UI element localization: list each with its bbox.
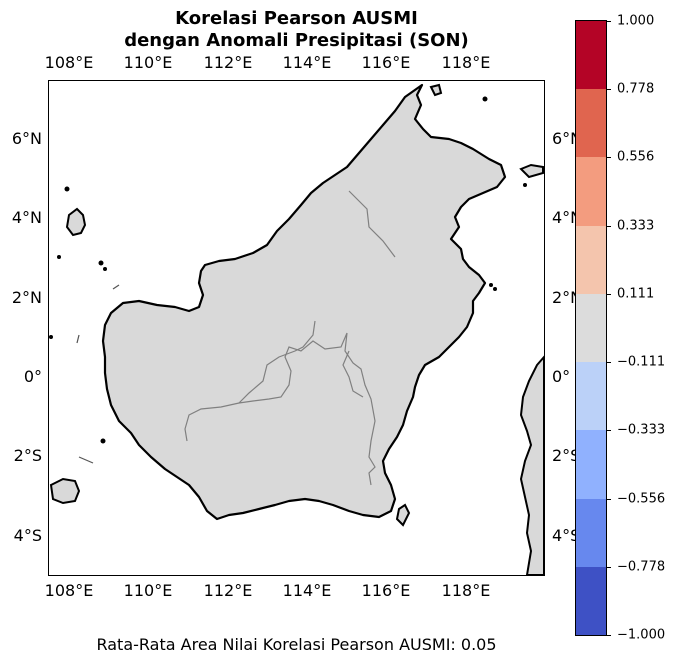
colorbar-tick-label: −0.333 — [617, 422, 666, 438]
lon-tick-top-116: 116°E — [361, 53, 411, 72]
colorbar-segment — [576, 566, 606, 636]
lat-tick-left-2n: 2°N — [11, 288, 42, 307]
islet — [49, 335, 53, 339]
colorbar-segment — [576, 225, 606, 295]
lat-tick-right-0: 0° — [552, 367, 571, 386]
lon-tick-top-110: 110°E — [123, 53, 173, 72]
lat-tick-right-4n: 4°N — [552, 208, 583, 227]
colorbar-tick — [606, 157, 611, 159]
colorbar-tick-label: 1.000 — [617, 13, 655, 29]
colorbar-segment — [576, 430, 606, 500]
islet-strip — [78, 456, 94, 464]
lat-tick-right-2n: 2°N — [552, 288, 583, 307]
colorbar-segment — [576, 293, 606, 363]
colorbar-tick-label: −0.778 — [617, 559, 666, 575]
area-mean-caption: Rata-Rata Area Nilai Korelasi Pearson AU… — [96, 635, 497, 654]
title-line-1: Korelasi Pearson AUSMI — [175, 8, 418, 29]
lon-tick-bottom-114: 114°E — [282, 581, 332, 600]
border-line — [184, 332, 376, 486]
island-natuna — [65, 207, 87, 237]
lat-tick-right-4s: 4°S — [552, 526, 581, 545]
colorbar-tick — [606, 362, 611, 364]
island-banggi — [429, 83, 443, 97]
title-line-2: dengan Anomali Presipitasi (SON) — [124, 30, 469, 51]
lat-tick-left-0: 0° — [23, 367, 42, 386]
islet — [482, 96, 488, 102]
colorbar-tick-label: −0.556 — [617, 491, 666, 507]
islet — [489, 283, 493, 287]
chart-title: Korelasi Pearson AUSMI dengan Anomali Pr… — [48, 8, 545, 52]
map-panel — [48, 80, 545, 576]
colorbar — [575, 20, 607, 636]
colorbar-tick-label: 0.778 — [617, 81, 655, 97]
lon-tick-top-108: 108°E — [44, 53, 94, 72]
islet-strip — [76, 334, 80, 344]
lat-tick-left-6n: 6°N — [11, 129, 42, 148]
border-line-east — [342, 350, 364, 398]
lon-tick-bottom-118: 118°E — [441, 581, 491, 600]
island-belitung — [49, 477, 81, 505]
lat-tick-left-4n: 4°N — [11, 208, 42, 227]
islet — [98, 260, 104, 266]
islet-strip — [112, 284, 120, 290]
colorbar-segment — [576, 21, 606, 90]
colorbar-tick — [606, 430, 611, 432]
islet — [57, 255, 61, 259]
colorbar-tick — [606, 498, 611, 500]
colorbar-tick — [606, 566, 611, 568]
lon-tick-top-112: 112°E — [203, 53, 253, 72]
border-line-north — [238, 320, 316, 404]
lat-tick-right-6n: 6°N — [552, 129, 583, 148]
islet — [523, 183, 527, 187]
colorbar-tick — [606, 21, 611, 22]
lat-tick-left-4s: 4°S — [13, 526, 42, 545]
colorbar-segment — [576, 498, 606, 568]
lat-tick-left-2s: 2°S — [13, 446, 42, 465]
lat-tick-right-2s: 2°S — [552, 446, 581, 465]
colorbar-tick-label: −0.111 — [617, 354, 666, 370]
lon-tick-bottom-110: 110°E — [123, 581, 173, 600]
colorbar-tick-label: 0.111 — [617, 286, 655, 302]
island-laut — [395, 503, 411, 527]
lon-tick-bottom-112: 112°E — [203, 581, 253, 600]
islet — [64, 186, 70, 192]
colorbar-tick-label: 0.333 — [617, 218, 655, 234]
colorbar-tick — [606, 225, 611, 227]
borneo-island — [101, 83, 507, 521]
colorbar-segment — [576, 157, 606, 227]
islet — [100, 438, 106, 444]
lon-tick-top-118: 118°E — [441, 53, 491, 72]
colorbar-tick-label: 0.556 — [617, 149, 655, 165]
sulawesi-coast — [519, 355, 544, 575]
colorbar-tick — [606, 635, 611, 636]
lon-tick-bottom-116: 116°E — [361, 581, 411, 600]
islet — [493, 287, 497, 291]
border-line-sabah — [348, 190, 396, 258]
islet — [103, 267, 107, 271]
island-balambangan — [519, 163, 544, 179]
lon-tick-top-114: 114°E — [282, 53, 332, 72]
colorbar-tick-label: −1.000 — [617, 627, 666, 643]
colorbar-segment — [576, 89, 606, 158]
colorbar-tick — [606, 293, 611, 295]
lon-tick-bottom-108: 108°E — [44, 581, 94, 600]
colorbar-tick — [606, 89, 611, 91]
colorbar-segment — [576, 362, 606, 431]
borneo-map — [49, 83, 544, 575]
